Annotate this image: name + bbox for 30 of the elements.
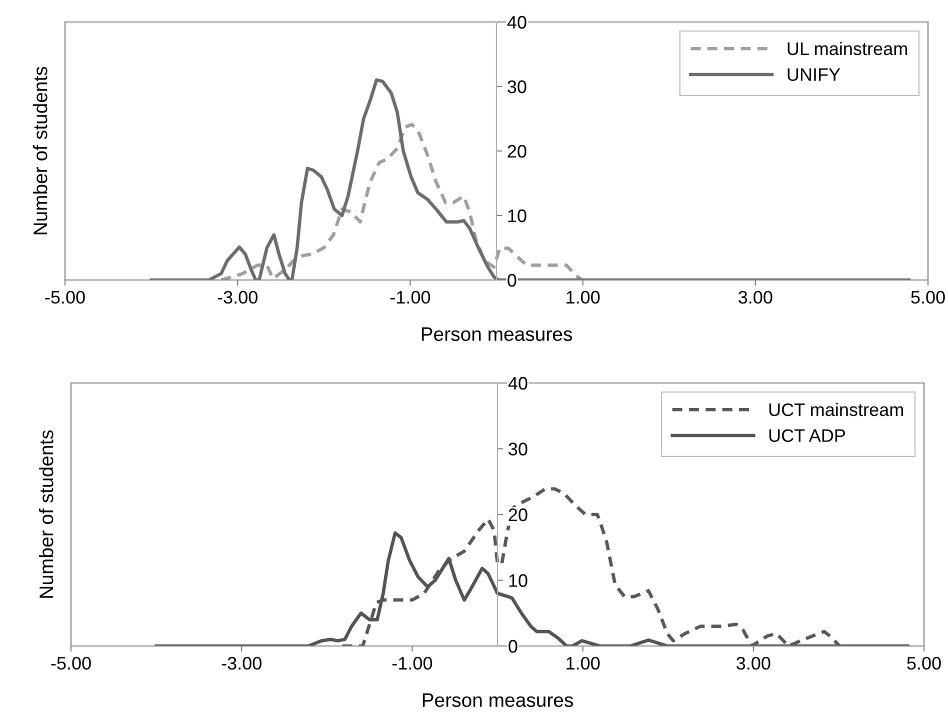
legend-label: UCT mainstream [769, 402, 903, 416]
x-tick-label: -5.00 [51, 656, 91, 670]
y-tick-label: 40 [508, 376, 528, 390]
x-tick-label: 1.00 [566, 656, 600, 670]
y-tick-label: 20 [508, 508, 528, 522]
x-tick-label: -3.00 [222, 656, 262, 670]
x-tick-label: -5.00 [45, 290, 85, 304]
legend-label: UCT ADP [769, 429, 846, 442]
y-tick-label: 30 [508, 80, 526, 94]
x-tick-label: -1.00 [390, 290, 430, 304]
legend-label: UNIFY [788, 68, 840, 81]
x-tick-label: 5.00 [907, 656, 941, 670]
y-tick-label: 20 [508, 144, 526, 158]
y-tick-label: 0 [508, 640, 518, 653]
x-tick-label: 1.00 [566, 290, 600, 304]
y-tick-label: 0 [508, 274, 516, 287]
x-tick-label: 5.00 [911, 290, 945, 304]
y-axis-title: Number of students [32, 66, 48, 234]
y-tick-label: 10 [508, 209, 526, 222]
y-tick-label: 10 [509, 574, 528, 587]
x-tick-label: -1.00 [392, 656, 432, 670]
y-tick-label: 40 [507, 16, 526, 29]
x-tick-label: -3.00 [218, 290, 258, 304]
x-tick-label: 3.00 [736, 656, 770, 670]
y-tick-label: 30 [508, 442, 528, 456]
x-axis-title: Person measures [422, 327, 572, 341]
x-axis-title: Person measures [422, 693, 573, 707]
y-axis-title: Number of students [38, 430, 54, 598]
x-tick-label: 3.00 [738, 290, 772, 304]
legend-label: UL mainstream [788, 42, 907, 56]
